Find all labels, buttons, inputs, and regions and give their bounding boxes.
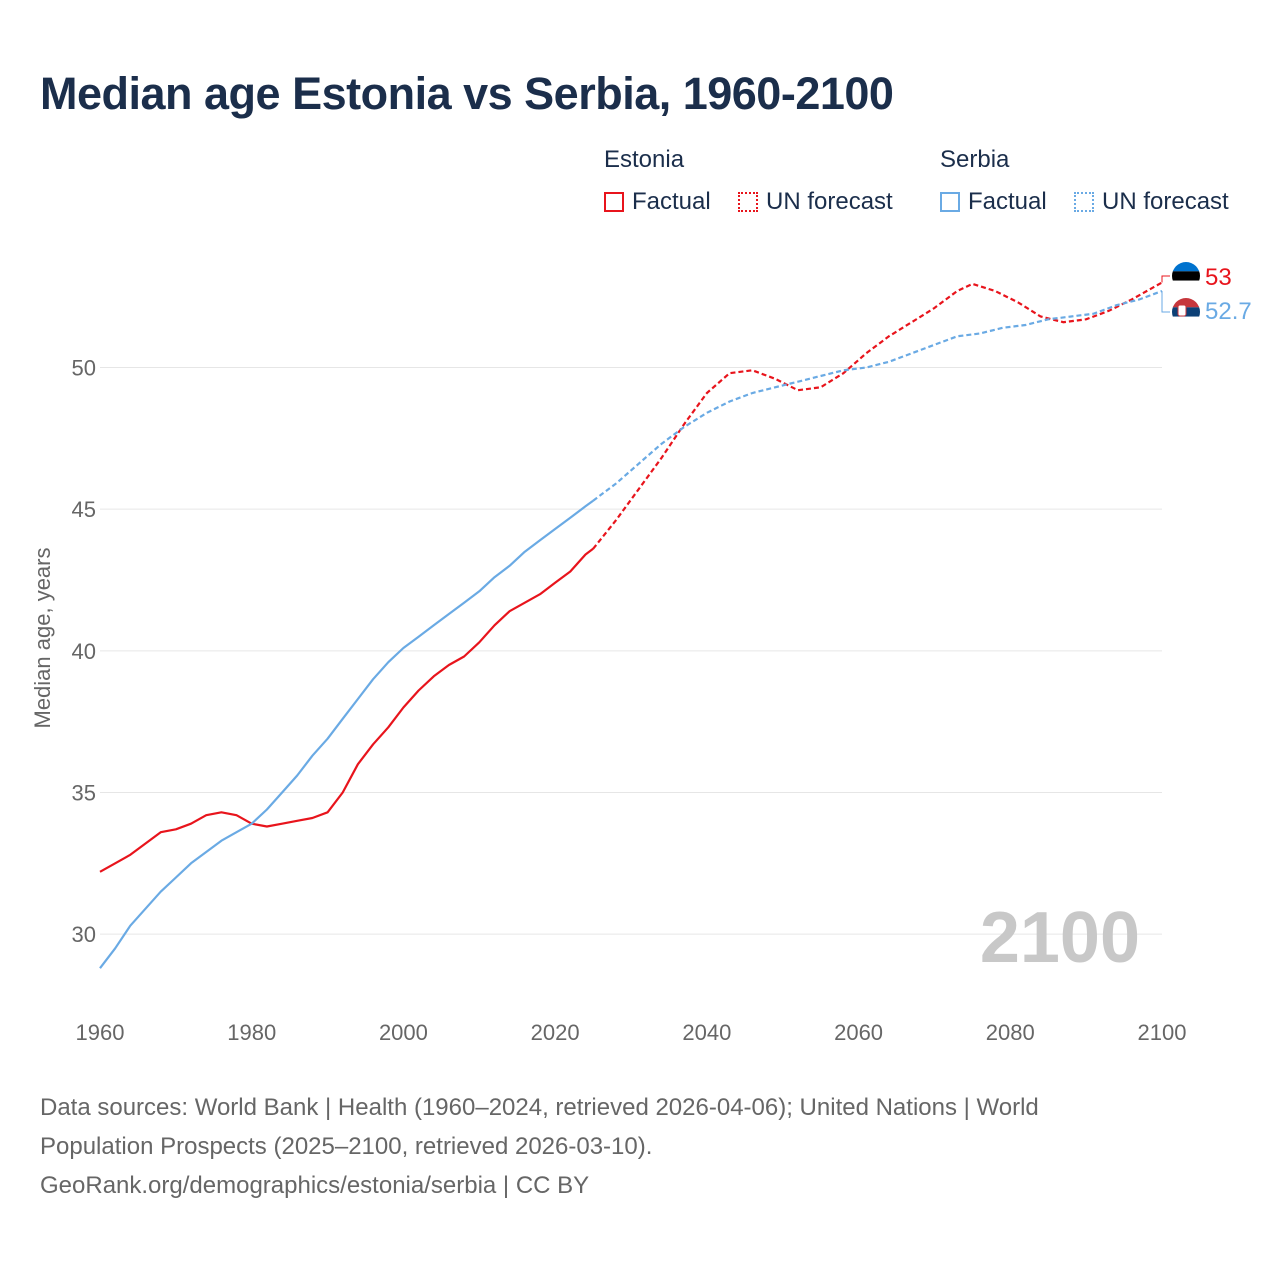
legend-serbia-factual-swatch (940, 192, 960, 212)
chart-title: Median age Estonia vs Serbia, 1960-2100 (40, 68, 894, 119)
legend-estonia-forecast[interactable]: UN forecast (738, 188, 893, 216)
x-tick-label-1980: 1980 (227, 1020, 276, 1045)
x-tick-label-1960: 1960 (76, 1020, 125, 1045)
legend-estonia-forecast-swatch (738, 192, 758, 212)
y-axis-ticks: 30 35 40 45 50 (72, 356, 96, 948)
serbia-flag-icon (1172, 298, 1200, 326)
estonia-end-value-label: 53 (1205, 264, 1232, 291)
x-tick-label-2000: 2000 (379, 1020, 428, 1045)
estonia-flag-icon (1172, 262, 1200, 290)
legend-serbia[interactable]: Serbia Factual UN forecast (940, 146, 1260, 226)
y-tick-label-40: 40 (72, 639, 96, 664)
estonia-forecast-line[interactable] (592, 281, 1163, 550)
legend-serbia-forecast-swatch (1074, 192, 1094, 212)
legend-estonia-factual-swatch (604, 192, 624, 212)
x-tick-label-2040: 2040 (682, 1020, 731, 1045)
legend-estonia-factual[interactable]: Factual (604, 188, 711, 216)
year-watermark: 2100 (980, 898, 1140, 978)
x-tick-label-2020: 2020 (531, 1020, 580, 1045)
footer-line-1: Data sources: World Bank | Health (1960–… (40, 1094, 1039, 1121)
median-age-line-chart: 30 35 40 45 50 1960 1980 2000 2020 2040 2060 2080 2… (30, 262, 1252, 1045)
estonia-end-connector (1161, 275, 1170, 283)
serbia-factual-line[interactable] (99, 499, 594, 969)
y-tick-label-50: 50 (72, 356, 96, 381)
x-tick-label-2080: 2080 (986, 1020, 1035, 1045)
x-axis-ticks: 1960 1980 2000 2020 2040 2060 2080 2100 (76, 1020, 1187, 1045)
legend-serbia-factual-label: Factual (968, 188, 1047, 215)
end-label-connectors (1161, 275, 1170, 313)
serbia-forecast-line[interactable] (592, 289, 1163, 502)
footer-line-3[interactable]: GeoRank.org/demographics/estonia/serbia … (40, 1172, 590, 1199)
gridlines (100, 367, 1162, 935)
x-tick-label-2100: 2100 (1138, 1020, 1187, 1045)
serbia-end-value-label: 52.7 (1205, 298, 1252, 325)
legend-estonia-factual-label: Factual (632, 188, 711, 215)
footer-line-2: Population Prospects (2025–2100, retriev… (40, 1133, 653, 1160)
legend-serbia-factual[interactable]: Factual (940, 188, 1047, 216)
legend-serbia-forecast[interactable]: UN forecast (1074, 188, 1229, 216)
legend-serbia-title: Serbia (940, 146, 1010, 173)
serbia-end-connector (1161, 291, 1170, 313)
y-axis-label: Median age, years (30, 548, 55, 729)
y-tick-label-45: 45 (72, 497, 96, 522)
estonia-factual-line[interactable] (99, 547, 594, 873)
footer-sources: Data sources: World Bank | Health (1960–… (40, 1088, 1240, 1205)
y-tick-label-35: 35 (72, 781, 96, 806)
legend-estonia-forecast-label: UN forecast (766, 188, 893, 215)
series-lines (99, 281, 1163, 969)
legend-serbia-forecast-label: UN forecast (1102, 188, 1229, 215)
x-tick-label-2060: 2060 (834, 1020, 883, 1045)
y-tick-label-30: 30 (72, 922, 96, 947)
legend-estonia-title: Estonia (604, 146, 685, 173)
legend-estonia[interactable]: Estonia Factual UN forecast (604, 146, 924, 226)
